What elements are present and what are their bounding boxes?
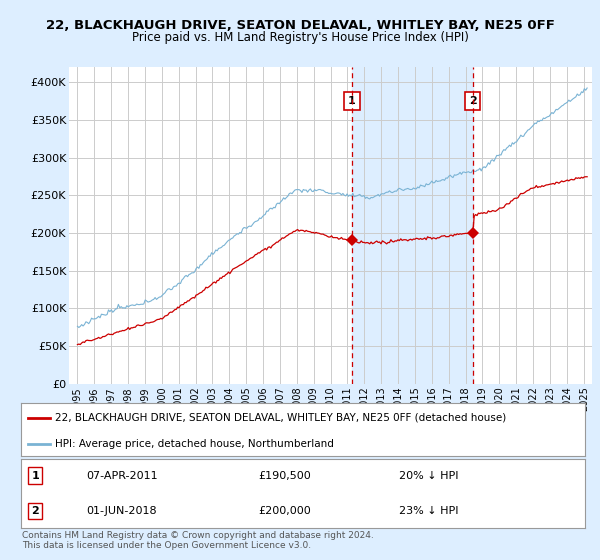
Text: 2: 2 — [31, 506, 39, 516]
Text: 20% ↓ HPI: 20% ↓ HPI — [399, 470, 458, 480]
Text: Contains HM Land Registry data © Crown copyright and database right 2024.
This d: Contains HM Land Registry data © Crown c… — [22, 531, 374, 550]
Text: £190,500: £190,500 — [258, 470, 311, 480]
Text: 2: 2 — [469, 96, 476, 106]
Text: £200,000: £200,000 — [258, 506, 311, 516]
Text: 1: 1 — [348, 96, 356, 106]
Text: 23% ↓ HPI: 23% ↓ HPI — [399, 506, 458, 516]
Text: 22, BLACKHAUGH DRIVE, SEATON DELAVAL, WHITLEY BAY, NE25 0FF (detached house): 22, BLACKHAUGH DRIVE, SEATON DELAVAL, WH… — [55, 413, 506, 423]
Bar — [352, 67, 473, 384]
Text: 01-JUN-2018: 01-JUN-2018 — [86, 506, 157, 516]
Text: HPI: Average price, detached house, Northumberland: HPI: Average price, detached house, Nort… — [55, 438, 334, 449]
Text: 22, BLACKHAUGH DRIVE, SEATON DELAVAL, WHITLEY BAY, NE25 0FF: 22, BLACKHAUGH DRIVE, SEATON DELAVAL, WH… — [46, 19, 554, 32]
Text: 07-APR-2011: 07-APR-2011 — [86, 470, 157, 480]
Text: 1: 1 — [31, 470, 39, 480]
Text: Price paid vs. HM Land Registry's House Price Index (HPI): Price paid vs. HM Land Registry's House … — [131, 31, 469, 44]
